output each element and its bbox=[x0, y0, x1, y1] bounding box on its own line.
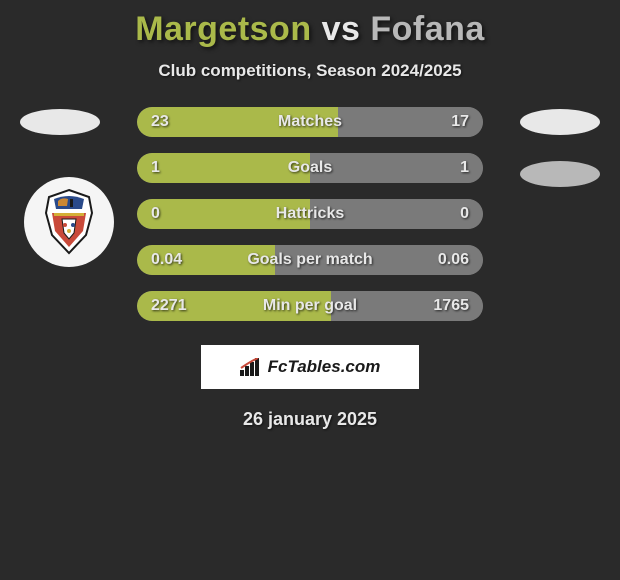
stat-right-value: 0.06 bbox=[438, 245, 469, 275]
brand-text: FcTables.com bbox=[268, 357, 381, 377]
stat-row: 23 17 Matches bbox=[137, 107, 483, 137]
player2-name: Fofana bbox=[370, 10, 484, 48]
player1-club-crest bbox=[24, 177, 114, 267]
stat-right-value: 0 bbox=[460, 199, 469, 229]
stat-row: 0 0 Hattricks bbox=[137, 199, 483, 229]
stat-left-value: 1 bbox=[151, 153, 160, 183]
crest-icon bbox=[34, 187, 104, 257]
player1-photo-placeholder bbox=[20, 109, 100, 135]
player2-photo-placeholder bbox=[520, 109, 600, 135]
stat-right-value: 1765 bbox=[433, 291, 469, 321]
date-text: 26 january 2025 bbox=[0, 409, 620, 430]
stats-area: 23 17 Matches 1 1 Goals 0 0 Hattricks 0.04 0.06 Goa… bbox=[0, 109, 620, 339]
stat-right-value: 17 bbox=[451, 107, 469, 137]
stat-label: Min per goal bbox=[263, 291, 357, 321]
comparison-card: Margetson vs Fofana Club competitions, S… bbox=[0, 0, 620, 430]
brand-chart-icon bbox=[240, 358, 262, 376]
vs-text: vs bbox=[322, 10, 361, 48]
stat-row: 0.04 0.06 Goals per match bbox=[137, 245, 483, 275]
stat-left-value: 0 bbox=[151, 199, 160, 229]
stat-fill-left bbox=[137, 153, 310, 183]
stat-label: Goals bbox=[288, 153, 332, 183]
stat-left-value: 2271 bbox=[151, 291, 187, 321]
stat-fill-right bbox=[310, 153, 483, 183]
brand-badge[interactable]: FcTables.com bbox=[201, 345, 419, 389]
stat-row: 1 1 Goals bbox=[137, 153, 483, 183]
stat-label: Hattricks bbox=[276, 199, 344, 229]
stat-row: 2271 1765 Min per goal bbox=[137, 291, 483, 321]
player1-name: Margetson bbox=[135, 10, 311, 48]
stat-bars: 23 17 Matches 1 1 Goals 0 0 Hattricks 0.04 0.06 Goa… bbox=[137, 107, 483, 337]
player2-club-placeholder bbox=[520, 161, 600, 187]
page-title: Margetson vs Fofana bbox=[0, 0, 620, 49]
stat-right-value: 1 bbox=[460, 153, 469, 183]
stat-left-value: 23 bbox=[151, 107, 169, 137]
stat-label: Matches bbox=[278, 107, 342, 137]
stat-label: Goals per match bbox=[247, 245, 372, 275]
stat-left-value: 0.04 bbox=[151, 245, 182, 275]
subtitle: Club competitions, Season 2024/2025 bbox=[0, 61, 620, 81]
